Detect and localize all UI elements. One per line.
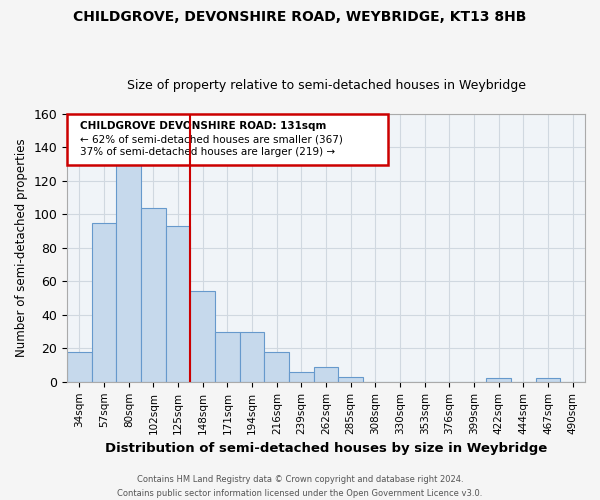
- Bar: [190, 292, 215, 382]
- Bar: [67, 352, 92, 382]
- Bar: [215, 332, 240, 382]
- Bar: [536, 378, 560, 382]
- Bar: [240, 332, 265, 382]
- Bar: [314, 367, 338, 382]
- Bar: [92, 223, 116, 382]
- X-axis label: Distribution of semi-detached houses by size in Weybridge: Distribution of semi-detached houses by …: [105, 442, 547, 455]
- FancyBboxPatch shape: [67, 114, 388, 165]
- Bar: [487, 378, 511, 382]
- Text: 37% of semi-detached houses are larger (219) →: 37% of semi-detached houses are larger (…: [80, 146, 335, 156]
- Y-axis label: Number of semi-detached properties: Number of semi-detached properties: [15, 138, 28, 357]
- Bar: [141, 208, 166, 382]
- Text: CHILDGROVE, DEVONSHIRE ROAD, WEYBRIDGE, KT13 8HB: CHILDGROVE, DEVONSHIRE ROAD, WEYBRIDGE, …: [73, 10, 527, 24]
- Bar: [289, 372, 314, 382]
- Text: CHILDGROVE DEVONSHIRE ROAD: 131sqm: CHILDGROVE DEVONSHIRE ROAD: 131sqm: [80, 122, 326, 132]
- Text: ← 62% of semi-detached houses are smaller (367): ← 62% of semi-detached houses are smalle…: [80, 134, 343, 144]
- Bar: [116, 164, 141, 382]
- Bar: [265, 352, 289, 382]
- Bar: [338, 377, 363, 382]
- Title: Size of property relative to semi-detached houses in Weybridge: Size of property relative to semi-detach…: [127, 79, 526, 92]
- Bar: [166, 226, 190, 382]
- Text: Contains HM Land Registry data © Crown copyright and database right 2024.
Contai: Contains HM Land Registry data © Crown c…: [118, 476, 482, 498]
